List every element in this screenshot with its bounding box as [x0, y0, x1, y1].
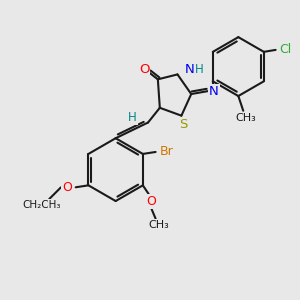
Text: S: S [179, 118, 188, 131]
Text: O: O [146, 194, 156, 208]
Text: CH₃: CH₃ [236, 112, 256, 123]
Text: N: N [184, 63, 194, 76]
Text: H: H [128, 111, 137, 124]
Text: N: N [209, 85, 219, 98]
Text: O: O [62, 181, 72, 194]
Text: H: H [195, 63, 203, 76]
Text: O: O [139, 63, 149, 76]
Text: CH₃: CH₃ [148, 220, 169, 230]
Text: Br: Br [160, 146, 173, 158]
Text: CH₂CH₃: CH₂CH₃ [22, 200, 61, 210]
Text: Cl: Cl [279, 44, 292, 56]
